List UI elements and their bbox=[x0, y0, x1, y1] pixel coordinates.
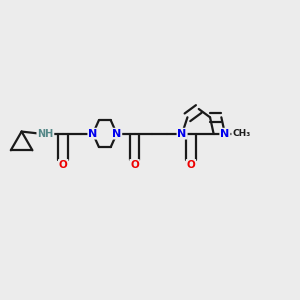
Text: O: O bbox=[187, 160, 195, 170]
Text: NH: NH bbox=[37, 129, 53, 139]
Text: O: O bbox=[59, 160, 68, 170]
Text: CH₃: CH₃ bbox=[232, 129, 250, 138]
Text: O: O bbox=[130, 160, 139, 170]
Text: N: N bbox=[112, 129, 121, 139]
Text: N: N bbox=[220, 129, 230, 139]
Text: N: N bbox=[178, 129, 187, 139]
Text: N: N bbox=[88, 129, 98, 139]
